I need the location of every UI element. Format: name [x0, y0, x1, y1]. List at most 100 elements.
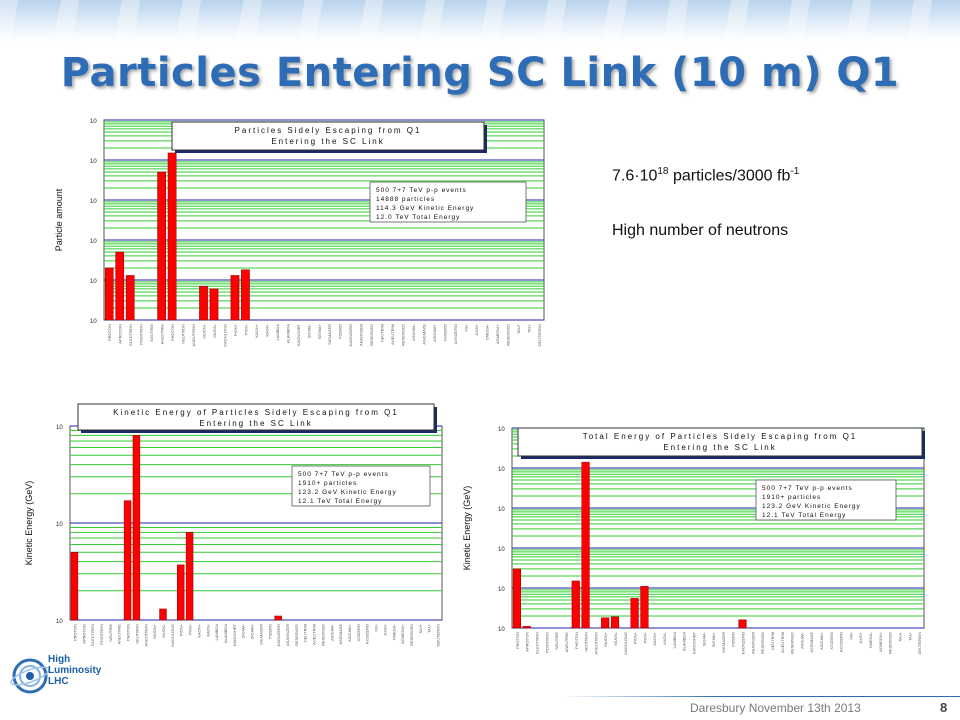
category-label: AOMEGA+ — [878, 631, 883, 652]
category-label: SIGMA+ — [317, 323, 322, 339]
y-tick-label: 10 — [56, 425, 63, 431]
y-axis-label: Particle amount — [54, 188, 64, 251]
info-box — [755, 479, 897, 521]
info-line: 500 7+7 TeV p-p events — [298, 471, 389, 478]
category-label: TAU+ — [897, 631, 902, 642]
category-label: PION+ — [233, 323, 238, 336]
category-label: TAU- — [907, 631, 912, 641]
category-label: ASIGMA+ — [432, 323, 437, 342]
footer-text: Daresbury November 13th 2013 — [690, 701, 861, 715]
category-label: KAON- — [205, 623, 210, 636]
hl-lhc-logo-icon — [10, 658, 50, 694]
category-label: PHOTON — [170, 324, 175, 341]
category-label: ASIGMA- — [799, 631, 804, 649]
category-label: KAONLONG — [623, 632, 628, 655]
logo-text: High Luminosity LHC — [48, 654, 101, 687]
category-label: LAMBDA — [275, 324, 280, 341]
category-label: MUON- — [161, 623, 166, 637]
y-tick-label: 10 — [498, 547, 505, 553]
bar — [209, 288, 219, 321]
category-label: SIGMA- — [306, 323, 311, 338]
bar — [581, 461, 590, 629]
y-tick-label: 10 — [56, 619, 63, 625]
category-label: AXSI+ — [474, 323, 479, 335]
category-label: SIGMA- — [241, 623, 246, 638]
neutron-note: High number of neutrons — [612, 222, 789, 239]
category-label: APROTON — [81, 624, 86, 644]
category-label: TAU+ — [516, 323, 521, 334]
bar — [70, 551, 79, 621]
category-label: RESERVED — [760, 632, 765, 654]
footer-bar — [0, 694, 960, 720]
bar — [241, 269, 250, 321]
category-label: RESERVED — [505, 324, 510, 346]
y-axis-label: Kinetic Energy (GeV) — [24, 481, 34, 566]
stat-exponent: 18 — [657, 166, 669, 177]
category-label: MUON+ — [152, 623, 157, 638]
category-label: ASIGMA- — [411, 323, 416, 341]
category-label: PION- — [243, 323, 248, 335]
category-label: RESERVED — [790, 632, 795, 654]
total-energy-chart: 10 10 10 10 10 10 PROTON APROTON ELECTRON POSITRO… — [462, 427, 925, 655]
category-label: AOMEGA+ — [495, 323, 500, 344]
category-label: ASIGMA- — [329, 623, 334, 641]
category-label: RESERVED — [888, 632, 893, 654]
bar — [738, 619, 747, 629]
category-label: RESERVED — [294, 624, 299, 646]
category-label: KAONSHRT — [296, 323, 301, 346]
category-label: ALAMBDA — [285, 324, 290, 343]
category-label: SIGMAZER — [327, 324, 332, 345]
logo-line: Luminosity — [48, 665, 102, 676]
bar — [230, 275, 240, 321]
category-label: DEUTERON — [537, 324, 542, 347]
category-label: AOMEGA+ — [400, 623, 405, 644]
chart-subtitle: Entering the SC Link — [199, 419, 312, 428]
category-label: LAMBDA — [672, 632, 677, 649]
category-label: ASIGMA+ — [347, 623, 352, 642]
bar — [157, 171, 166, 321]
category-label: PROTON — [515, 632, 520, 649]
category-label: AXSI+ — [382, 623, 387, 635]
category-label: XSI- — [848, 631, 853, 639]
category-label: XSIZERO — [356, 624, 361, 642]
category-label: TAU- — [526, 323, 531, 333]
category-label: ANEUTRIM — [390, 324, 395, 345]
category-label: PION- — [188, 623, 193, 635]
bar — [159, 608, 167, 621]
category-label: AXSIZERO — [839, 632, 844, 652]
category-label: ASIGMAZE — [809, 632, 814, 653]
y-tick-label: 10 — [90, 199, 97, 205]
chart-subtitle: Entering the SC Link — [271, 137, 384, 146]
category-label: KAON+ — [652, 631, 657, 645]
bar — [571, 580, 580, 629]
category-label: ASIGMAZE — [422, 324, 427, 345]
category-label: OMEGA- — [868, 631, 873, 648]
category-label: SIGMA+ — [711, 631, 716, 647]
kinetic-energy-chart: 10 10 10 PROTON APROTON ELECTRON POSITRON NEUTR… — [24, 403, 443, 647]
category-label: KAONSHRT — [232, 623, 237, 646]
title-box — [517, 427, 923, 457]
info-line: 1910+ particles — [762, 494, 821, 501]
category-label: KAONZERO — [741, 632, 746, 654]
bar — [185, 532, 194, 621]
y-tick-label: 10 — [498, 587, 505, 593]
category-label: RESERVED — [401, 324, 406, 346]
category-label: POSITRON — [139, 324, 144, 345]
category-label: NEUTRON — [584, 632, 589, 652]
category-label: KAONSHRT — [691, 631, 696, 654]
header-band — [0, 0, 960, 42]
y-tick-label: 10 — [90, 239, 97, 245]
category-label: NEUTRIM — [303, 624, 308, 642]
bar — [177, 564, 185, 621]
category-label: NEUTRON — [134, 624, 139, 644]
category-label: TAU+ — [418, 623, 423, 634]
category-label: PIZERO — [731, 632, 736, 647]
y-tick-label: 10 — [498, 467, 505, 473]
y-tick-label: 10 — [498, 427, 505, 433]
category-label: KAONLONG — [170, 624, 175, 647]
info-line: 12.0 TeV Total Energy — [376, 214, 460, 221]
category-label: NEUTRIM — [380, 324, 385, 342]
category-label: POSITRON — [99, 624, 104, 645]
category-label: PHOTON — [126, 624, 131, 641]
category-label: AXSIZERO — [365, 624, 370, 644]
